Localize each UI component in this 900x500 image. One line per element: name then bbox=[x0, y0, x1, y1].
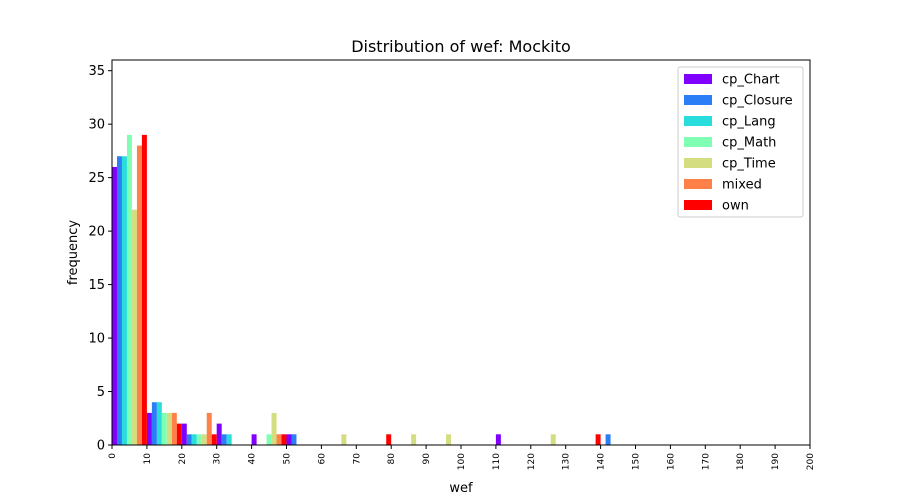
x-tick-label: 160 bbox=[666, 453, 676, 470]
y-axis-ticks: 0 5 10 15 20 25 30 35 bbox=[88, 64, 112, 454]
x-tick-label: 10 bbox=[143, 453, 153, 465]
legend-label-own: own bbox=[722, 199, 749, 214]
x-tick-label: 70 bbox=[352, 453, 362, 465]
y-tick-label: 10 bbox=[88, 332, 105, 347]
bar-cp_Time-bin-40 bbox=[271, 412, 277, 445]
bar-cp_Lang-bin-30 bbox=[226, 434, 232, 445]
bar-own-bin-10 bbox=[176, 423, 182, 445]
bar-cp_Closure-bin-0 bbox=[116, 156, 122, 445]
bar-cp_Chart-bin-40 bbox=[251, 434, 257, 445]
bar-cp_Math-bin-20 bbox=[196, 434, 202, 445]
legend-label-cp_Closure: cp_Closure bbox=[722, 94, 793, 109]
x-tick-label: 60 bbox=[317, 453, 327, 465]
bar-cp_Lang-bin-20 bbox=[191, 434, 197, 445]
x-tick-label: 190 bbox=[771, 453, 781, 470]
bar-cp_Closure-bin-10 bbox=[151, 402, 157, 445]
legend-label-cp_Math: cp_Math bbox=[722, 136, 776, 151]
bar-cp_Time-bin-80 bbox=[411, 434, 417, 445]
x-tick-label: 40 bbox=[248, 453, 258, 465]
bars-group bbox=[112, 134, 611, 446]
x-tick-label: 100 bbox=[457, 453, 467, 470]
bar-cp_Time-bin-20 bbox=[201, 434, 207, 445]
bar-mixed-bin-10 bbox=[171, 412, 177, 445]
bar-own-bin-130 bbox=[595, 434, 601, 445]
bar-cp_Time-bin-60 bbox=[341, 434, 347, 445]
bar-cp_Lang-bin-0 bbox=[121, 156, 127, 445]
x-tick-label: 20 bbox=[178, 453, 188, 465]
bar-cp_Time-bin-10 bbox=[166, 412, 172, 445]
x-tick-label: 90 bbox=[422, 453, 432, 465]
x-tick-label: 200 bbox=[806, 453, 816, 470]
y-tick-label: 20 bbox=[88, 225, 105, 240]
x-tick-label: 170 bbox=[701, 453, 711, 470]
legend-swatch-mixed bbox=[684, 179, 712, 189]
x-tick-label: 30 bbox=[213, 453, 223, 465]
bar-mixed-bin-20 bbox=[206, 412, 212, 445]
bar-cp_Closure-bin-20 bbox=[186, 434, 192, 445]
legend: cp_Chart cp_Closure cp_Lang cp_Math cp_Timem… bbox=[677, 66, 804, 218]
bar-cp_Time-bin-0 bbox=[131, 209, 137, 445]
bar-cp_Closure-bin-30 bbox=[221, 434, 227, 445]
y-tick-label: 30 bbox=[88, 118, 105, 133]
x-tick-label: 80 bbox=[387, 453, 397, 465]
legend-label-cp_Time: cp_Time bbox=[722, 157, 776, 172]
bar-cp_Lang-bin-10 bbox=[156, 402, 162, 445]
y-tick-label: 25 bbox=[88, 171, 105, 186]
x-tick-label: 0 bbox=[108, 453, 118, 459]
bar-own-bin-20 bbox=[211, 434, 217, 445]
x-tick-label: 140 bbox=[597, 453, 607, 470]
x-axis-label: wef bbox=[449, 481, 473, 496]
bar-mixed-bin-0 bbox=[136, 145, 142, 446]
x-tick-label: 110 bbox=[492, 453, 502, 470]
y-tick-label: 5 bbox=[97, 385, 105, 400]
bar-cp_Closure-bin-140 bbox=[605, 434, 611, 445]
y-tick-label: 15 bbox=[88, 278, 105, 293]
bar-cp_Chart-bin-10 bbox=[146, 412, 152, 445]
x-axis-ticks: 0 10 20 30 40 50 60 70 80 90 100 110 120 130 140 150 160… bbox=[108, 445, 816, 470]
legend-swatch-cp_Closure bbox=[684, 95, 712, 105]
bar-cp_Closure-bin-50 bbox=[291, 434, 297, 445]
y-tick-label: 0 bbox=[97, 439, 105, 454]
bar-own-bin-40 bbox=[281, 434, 287, 445]
x-tick-label: 50 bbox=[283, 453, 293, 465]
bar-mixed-bin-40 bbox=[276, 434, 282, 445]
chart-title: Distribution of wef: Mockito bbox=[351, 37, 571, 56]
bar-cp_Math-bin-10 bbox=[161, 412, 167, 445]
bar-cp_Chart-bin-110 bbox=[495, 434, 501, 445]
legend-swatch-own bbox=[684, 200, 712, 210]
bar-own-bin-70 bbox=[386, 434, 392, 445]
bar-cp_Chart-bin-50 bbox=[286, 434, 292, 445]
x-tick-label: 120 bbox=[527, 453, 537, 470]
y-axis-label: frequency bbox=[66, 220, 81, 286]
x-tick-label: 180 bbox=[736, 453, 746, 470]
bar-cp_Chart-bin-30 bbox=[216, 423, 222, 445]
bar-cp_Chart-bin-0 bbox=[112, 166, 117, 445]
bar-cp_Math-bin-0 bbox=[126, 134, 132, 445]
legend-label-cp_Chart: cp_Chart bbox=[722, 73, 780, 88]
x-tick-label: 150 bbox=[632, 453, 642, 470]
bar-own-bin-0 bbox=[141, 134, 147, 445]
legend-swatch-cp_Math bbox=[684, 137, 712, 147]
bar-cp_Time-bin-120 bbox=[550, 434, 556, 445]
y-tick-label: 35 bbox=[88, 64, 105, 79]
bar-cp_Chart-bin-20 bbox=[181, 423, 187, 445]
legend-swatch-cp_Time bbox=[684, 158, 712, 168]
bar-cp_Math-bin-40 bbox=[266, 434, 272, 445]
legend-swatch-cp_Chart bbox=[684, 74, 712, 84]
legend-swatch-cp_Lang bbox=[684, 116, 712, 126]
legend-label-mixed: mixed bbox=[722, 178, 762, 193]
legend-label-cp_Lang: cp_Lang bbox=[722, 115, 776, 130]
x-tick-label: 130 bbox=[562, 453, 572, 470]
bar-cp_Time-bin-90 bbox=[446, 434, 452, 445]
